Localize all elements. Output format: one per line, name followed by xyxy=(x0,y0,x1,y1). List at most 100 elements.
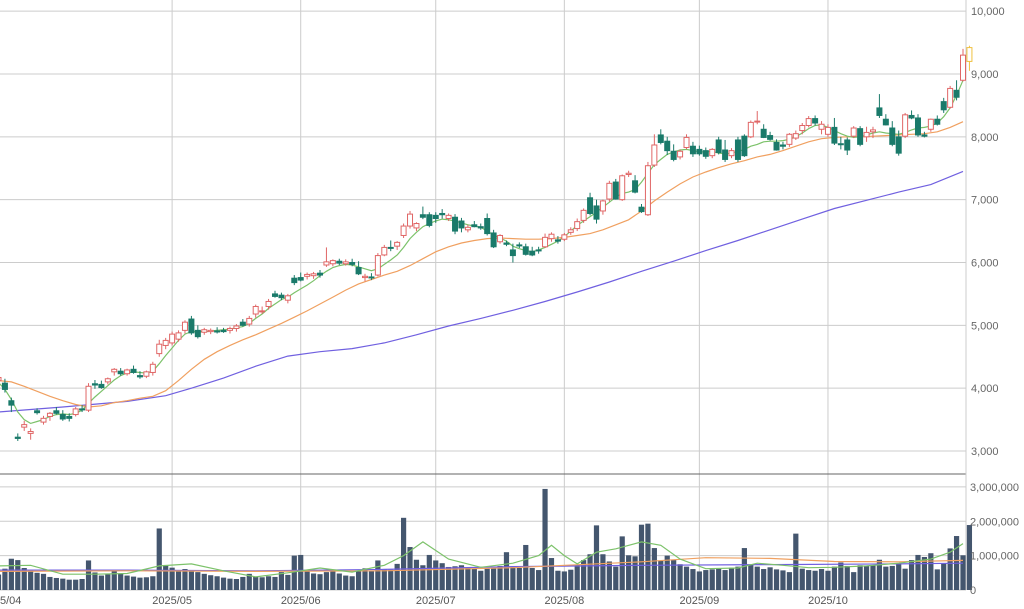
candle xyxy=(0,376,2,382)
candle xyxy=(27,428,34,440)
candle xyxy=(689,141,696,157)
candle xyxy=(715,136,722,155)
candle xyxy=(587,192,594,216)
volume-bar xyxy=(413,559,420,590)
candle xyxy=(535,246,542,254)
date-tick-label: 2025/07 xyxy=(416,595,456,607)
volume-ma-mid-line xyxy=(0,557,964,573)
volume-bar xyxy=(8,558,14,590)
candle-body xyxy=(233,325,240,329)
candle xyxy=(471,221,478,228)
candle xyxy=(696,145,703,156)
candle xyxy=(445,213,452,222)
candle-body xyxy=(869,129,876,133)
volume-bar xyxy=(516,568,522,590)
volume-bar xyxy=(343,575,349,590)
candle-body xyxy=(824,126,831,135)
volume-bar xyxy=(195,572,201,590)
candle xyxy=(181,320,188,334)
volume-bar xyxy=(863,565,870,590)
volume-bar xyxy=(291,555,297,590)
volume-bar xyxy=(21,568,27,590)
candle-body xyxy=(452,216,459,232)
candle xyxy=(8,397,15,413)
candle xyxy=(702,147,709,159)
candle-body xyxy=(812,118,819,124)
candle xyxy=(387,240,394,252)
candle-body xyxy=(304,273,311,277)
volume-bar xyxy=(491,568,497,590)
candle xyxy=(664,136,671,156)
candle xyxy=(709,148,716,159)
candle xyxy=(490,229,497,249)
candle-body xyxy=(310,273,317,277)
candle xyxy=(561,232,568,242)
candle xyxy=(239,319,246,327)
candle xyxy=(297,272,304,282)
volume-bar xyxy=(28,570,34,590)
volume-bar xyxy=(741,548,747,590)
candle-body xyxy=(104,378,111,383)
candle xyxy=(767,131,774,141)
volume-bar xyxy=(966,525,973,590)
candle-body xyxy=(882,118,889,126)
volume-bar xyxy=(915,554,921,590)
volume-bar xyxy=(677,564,683,590)
candle xyxy=(599,199,606,215)
candle-body xyxy=(548,233,555,240)
candle-body xyxy=(927,118,934,130)
candle xyxy=(169,331,176,346)
candle xyxy=(824,124,831,137)
candle-body xyxy=(902,114,909,137)
candle-body xyxy=(162,339,169,346)
candle xyxy=(400,223,407,238)
volume-bar xyxy=(690,569,696,590)
volume-bar xyxy=(285,574,291,590)
volume-tick-label: 3,000,000 xyxy=(970,482,1019,494)
volume-bar xyxy=(484,568,490,590)
volume-bar xyxy=(362,568,368,590)
candle xyxy=(1,378,8,393)
candle-body xyxy=(329,260,336,265)
candle-body xyxy=(21,424,28,428)
candle-body xyxy=(503,242,510,245)
volume-bar xyxy=(703,570,709,590)
candle-body xyxy=(368,276,375,279)
candle xyxy=(265,298,272,310)
candle-body xyxy=(130,368,137,373)
candle xyxy=(677,149,684,160)
candle-body xyxy=(722,149,729,160)
candle xyxy=(895,130,902,156)
candle-body xyxy=(651,144,658,166)
candle xyxy=(246,315,253,327)
candle-body xyxy=(799,125,806,132)
candle-body xyxy=(27,431,34,434)
candle xyxy=(79,405,86,413)
candle xyxy=(574,218,581,232)
candle-body xyxy=(593,205,600,220)
candle-body xyxy=(124,369,131,375)
candle xyxy=(130,365,137,374)
candle xyxy=(657,129,664,145)
volume-bar xyxy=(581,560,587,590)
candle xyxy=(516,242,523,249)
candle-body xyxy=(484,218,491,235)
candle xyxy=(111,368,118,376)
candle-body xyxy=(8,400,15,406)
candle-body xyxy=(246,317,253,325)
candle-body xyxy=(625,172,632,176)
candle xyxy=(271,290,278,298)
volume-bar xyxy=(928,553,934,590)
candle-body xyxy=(670,150,677,160)
candle-body xyxy=(844,139,851,151)
candle xyxy=(426,212,433,228)
volume-bar xyxy=(208,575,214,590)
candle xyxy=(760,124,767,139)
volume-bar xyxy=(298,554,304,590)
candle-body xyxy=(580,209,587,221)
candle xyxy=(580,208,587,223)
volume-bar xyxy=(593,525,600,590)
candle-body xyxy=(53,410,60,414)
volume-bar xyxy=(587,554,593,590)
volume-bar xyxy=(368,571,375,590)
